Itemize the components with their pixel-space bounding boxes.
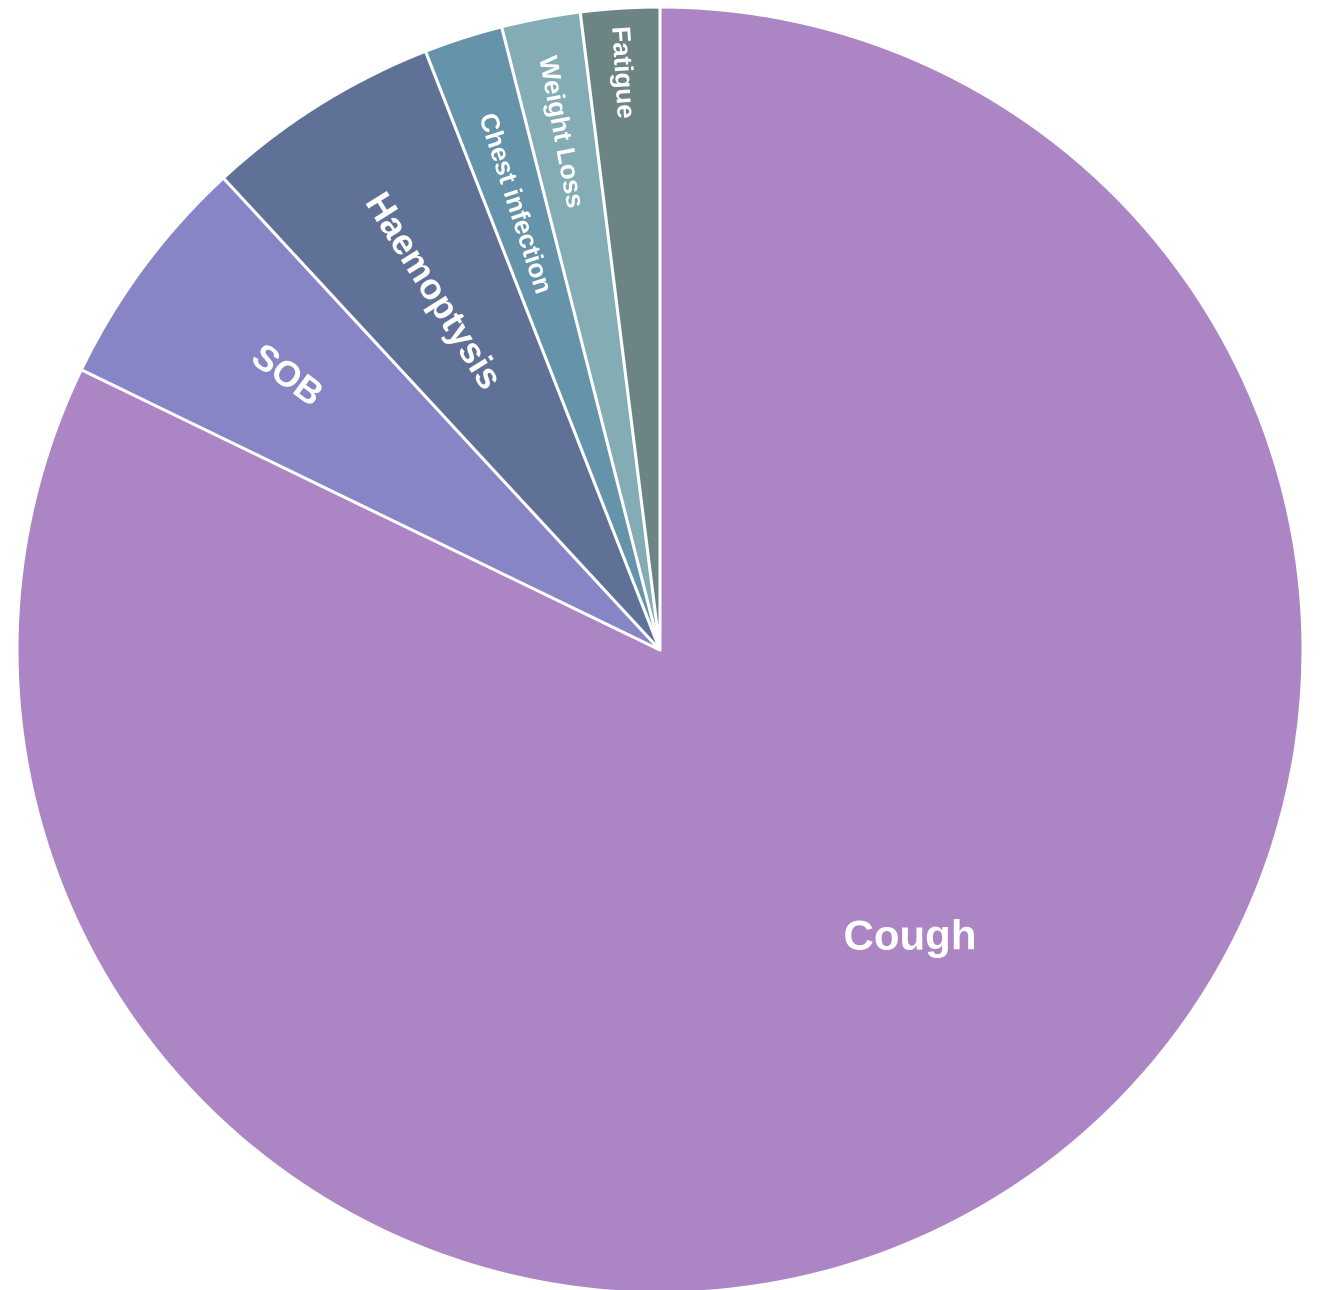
pie-slice-fatigue <box>578 5 662 652</box>
pie-label-fatigue: Fatigue <box>606 25 642 119</box>
pie-label-cough: Cough <box>844 912 977 959</box>
pie-slice-sob <box>79 176 662 652</box>
pie-slices <box>15 5 1305 1290</box>
pie-slice-haemoptysis <box>221 49 662 652</box>
